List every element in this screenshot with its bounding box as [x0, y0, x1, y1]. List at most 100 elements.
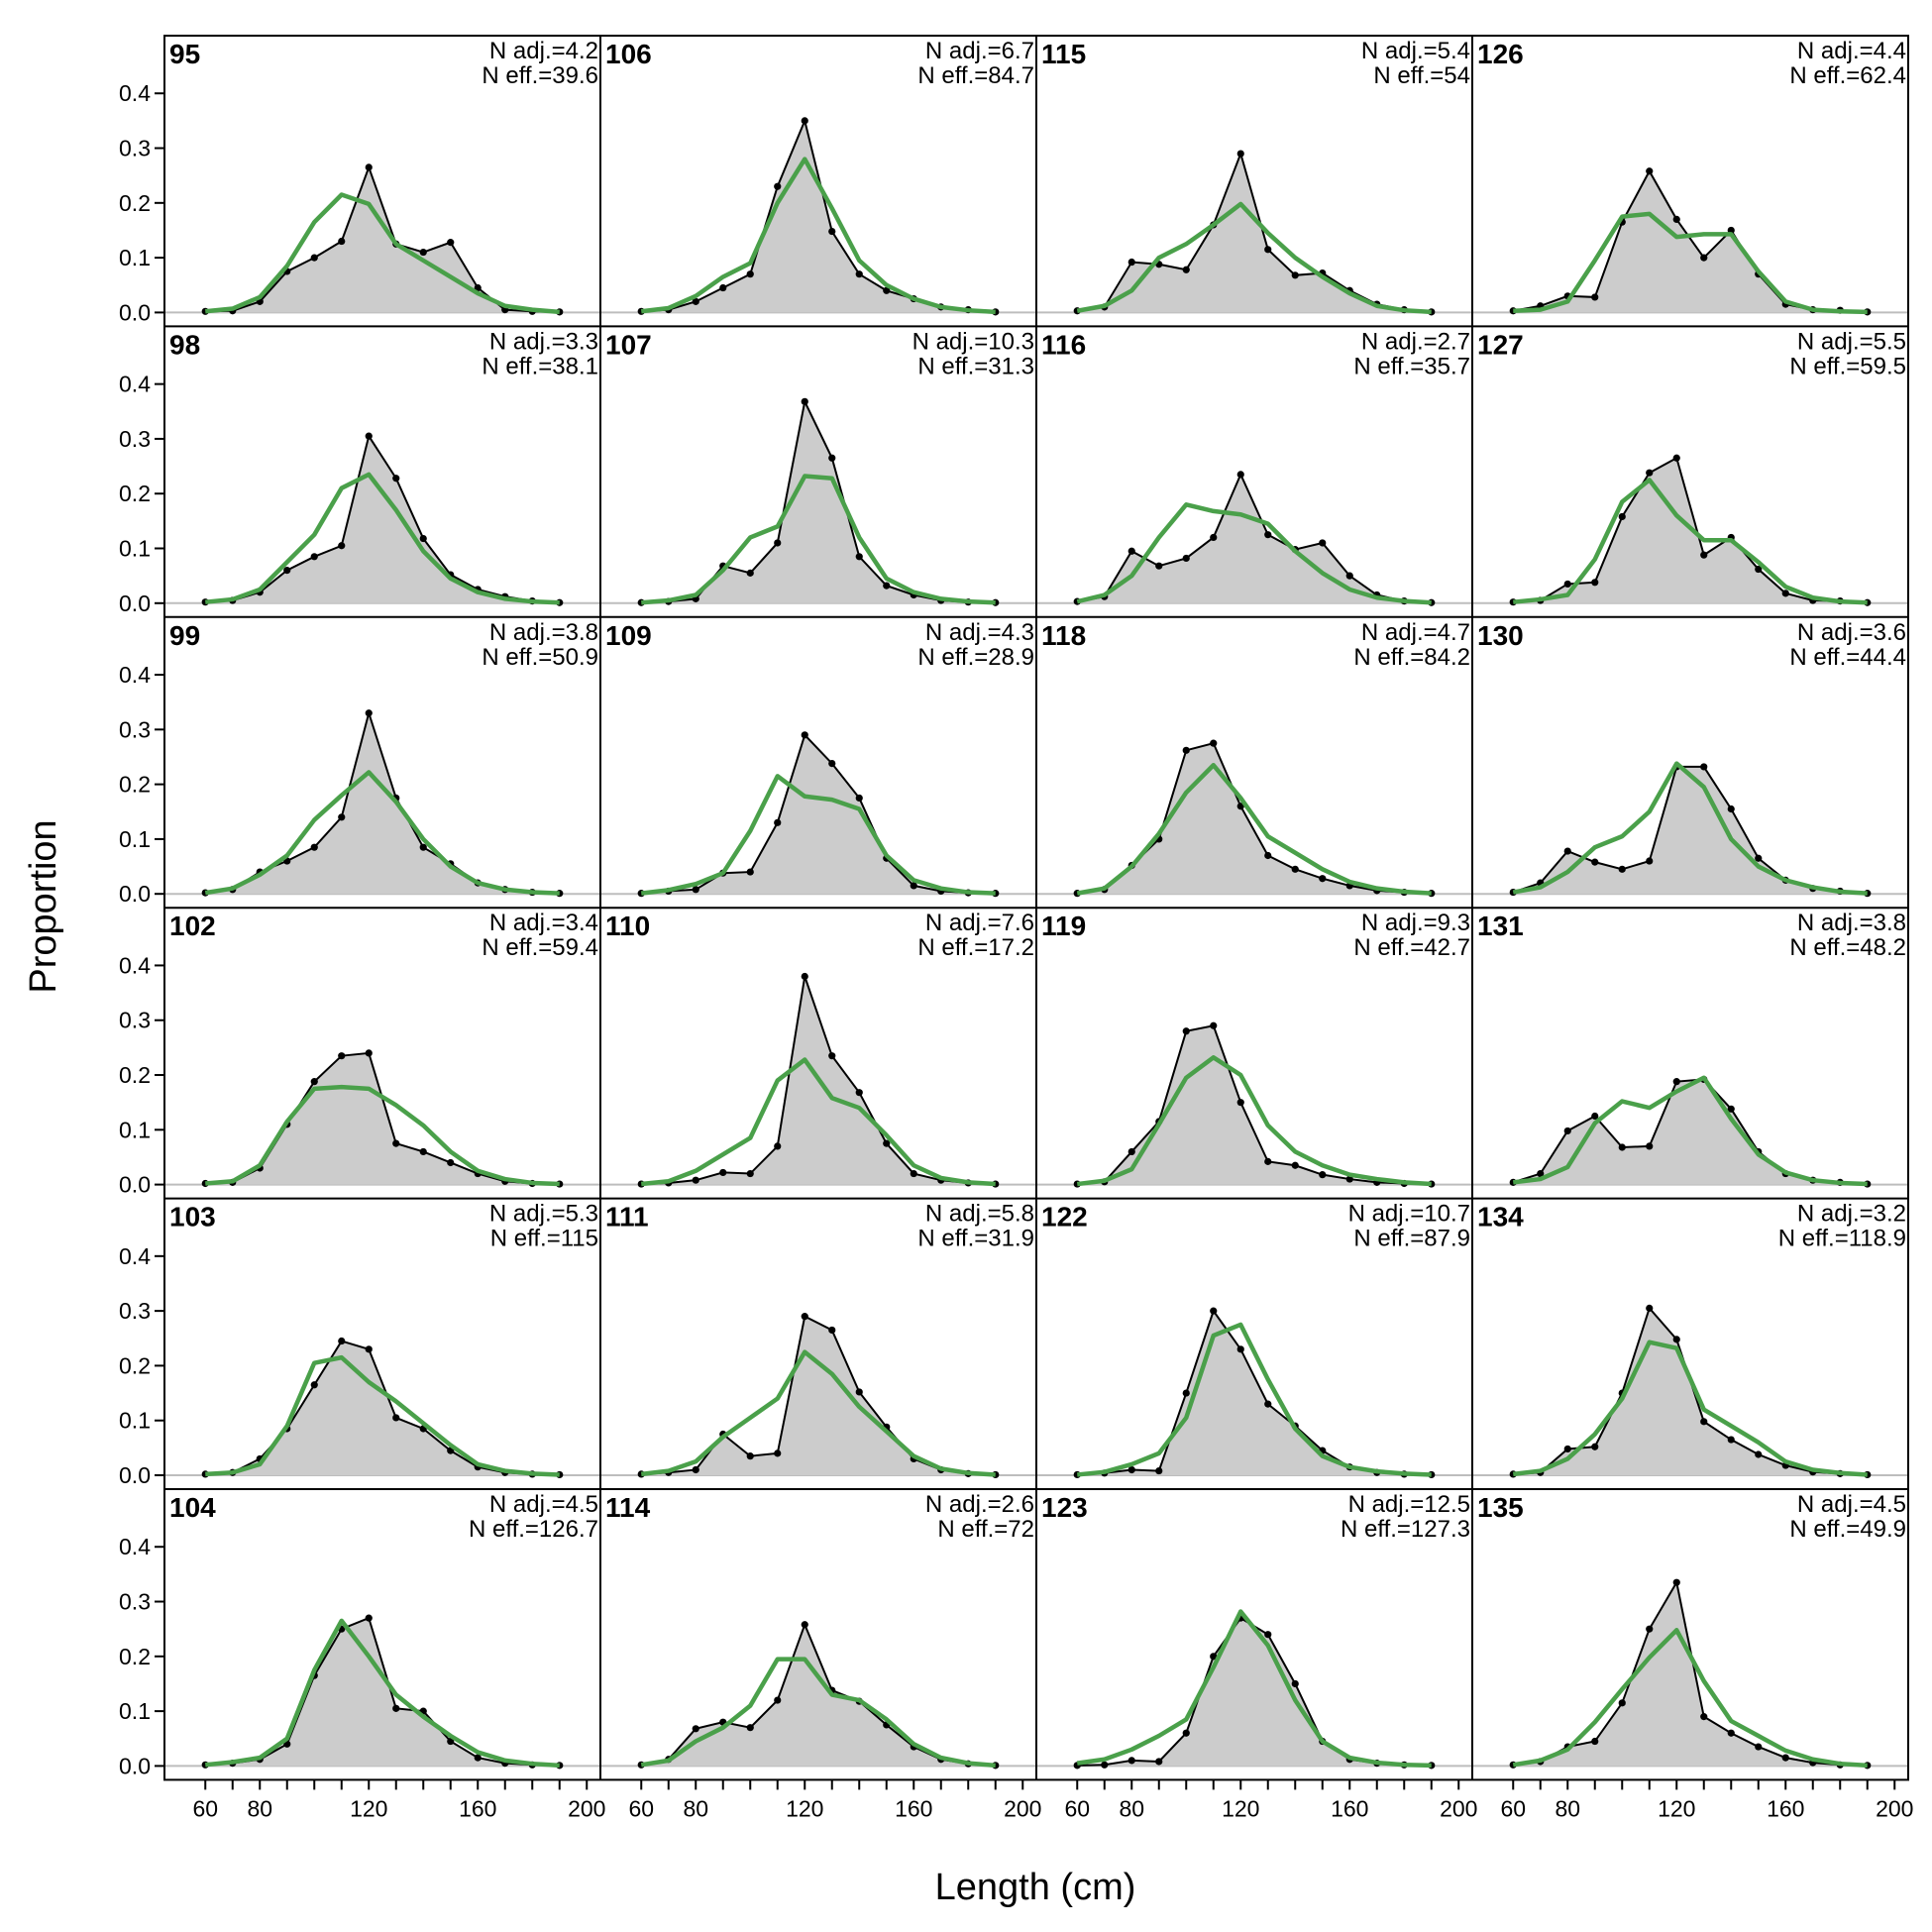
y-tick-label: 0.0 — [119, 1753, 151, 1778]
observed-point — [365, 163, 373, 171]
observed-point — [774, 539, 782, 547]
panel-127: 127 N adj.=5.5N eff.=59.5 — [1472, 328, 1908, 606]
observed-point — [1727, 1105, 1735, 1113]
observed-point — [801, 1621, 808, 1629]
n-adj-label: N adj.=7.6 — [925, 910, 1034, 936]
x-tick-label: 120 — [350, 1795, 387, 1821]
panel-label: 99 — [169, 620, 200, 651]
y-tick-label: 0.3 — [119, 1589, 151, 1615]
panel-label: 102 — [169, 911, 216, 941]
n-adj-label: N adj.=10.3 — [912, 328, 1034, 355]
n-adj-label: N adj.=2.7 — [1361, 328, 1470, 355]
observed-point — [1781, 1754, 1789, 1762]
n-adj-label: N adj.=5.3 — [489, 1201, 598, 1228]
panel-99: 99 N adj.=3.8N eff.=50.9 — [164, 619, 600, 898]
observed-point — [1236, 471, 1244, 479]
panel-label: 122 — [1041, 1202, 1088, 1233]
n-eff-label: N eff.=84.7 — [917, 62, 1034, 89]
expected-line — [640, 1657, 996, 1769]
observed-point — [1182, 266, 1190, 273]
observed-point — [338, 237, 346, 246]
observed-point — [1291, 865, 1299, 873]
y-tick-label: 0.4 — [119, 662, 151, 688]
panel-116: 116 N adj.=2.7N eff.=35.7 — [1036, 328, 1472, 606]
y-tick-label: 0.2 — [119, 772, 151, 798]
observed-point — [692, 886, 699, 894]
observed-point — [392, 1414, 400, 1422]
expected-line — [1076, 1609, 1432, 1769]
observed-point — [1700, 1418, 1708, 1426]
panel-label: 109 — [605, 620, 652, 651]
observed-point — [1727, 1436, 1735, 1444]
x-tick-label: 60 — [1064, 1795, 1090, 1821]
observed-point — [1182, 1729, 1190, 1737]
plot-frame — [163, 35, 1909, 1781]
observed-point — [365, 1049, 373, 1057]
observed-point — [828, 1326, 836, 1335]
observed-point — [338, 813, 346, 821]
x-tick-label: 80 — [1119, 1795, 1144, 1821]
observed-point — [1591, 293, 1599, 301]
expected-line — [1512, 1075, 1868, 1187]
y-tick-label: 0.3 — [119, 1298, 151, 1324]
y-tick-label: 0.1 — [119, 1117, 151, 1142]
observed-point — [1345, 1175, 1353, 1183]
y-tick-label: 0.3 — [119, 1008, 151, 1033]
observed-point — [801, 972, 808, 981]
observed-point — [910, 882, 917, 890]
observed-point — [828, 227, 836, 236]
observed-point — [1210, 1653, 1218, 1661]
observed-point — [338, 542, 346, 550]
observed-point — [1264, 851, 1272, 860]
x-tick-label: 80 — [683, 1795, 708, 1821]
observed-point — [692, 1465, 699, 1474]
x-tick-label: 160 — [895, 1795, 932, 1821]
n-eff-label: N eff.=17.2 — [917, 934, 1034, 961]
y-tick-label: 0.4 — [119, 372, 151, 397]
observed-point — [1618, 512, 1626, 521]
observed-point — [692, 1725, 699, 1733]
observed-area — [205, 436, 560, 603]
panel-label: 111 — [605, 1202, 649, 1233]
observed-area — [205, 166, 560, 313]
panel-95: 95 N adj.=4.2N eff.=39.6 — [164, 38, 600, 316]
panel-114: 114 N adj.=2.6N eff.=72 — [600, 1491, 1036, 1770]
observed-point — [692, 1176, 699, 1184]
observed-point — [855, 270, 863, 278]
n-eff-label: N eff.=115 — [490, 1226, 598, 1252]
n-adj-label: N adj.=6.7 — [925, 38, 1034, 64]
y-tick-label: 0.2 — [119, 1352, 151, 1378]
n-adj-label: N adj.=5.4 — [1361, 38, 1470, 64]
observed-area — [1077, 1618, 1432, 1767]
observed-point — [1127, 1465, 1135, 1474]
y-tick-label: 0.4 — [119, 952, 151, 978]
observed-point — [801, 731, 808, 739]
observed-point — [1672, 454, 1680, 462]
observed-point — [1672, 1336, 1680, 1343]
observed-point — [310, 843, 318, 851]
panel-label: 116 — [1041, 329, 1086, 360]
y-tick-label: 0.1 — [119, 536, 151, 562]
n-adj-label: N adj.=3.3 — [489, 328, 598, 355]
observed-point — [1563, 847, 1571, 855]
y-tick-label: 0.4 — [119, 1243, 151, 1269]
n-adj-label: N adj.=2.6 — [925, 1491, 1034, 1518]
observed-point — [1700, 1713, 1708, 1721]
expected-line — [1512, 1340, 1868, 1477]
x-tick-label: 60 — [628, 1795, 654, 1821]
x-tick-label: 120 — [1222, 1795, 1259, 1821]
n-adj-label: N adj.=5.8 — [925, 1201, 1034, 1228]
observed-point — [419, 1147, 427, 1156]
expected-line — [1512, 761, 1868, 896]
observed-point — [828, 760, 836, 768]
y-tick-label: 0.0 — [119, 299, 151, 325]
observed-point — [1646, 1304, 1654, 1312]
y-tick-label: 0.0 — [119, 590, 151, 616]
observed-point — [1264, 1157, 1272, 1165]
y-tick-label: 0.4 — [119, 80, 151, 106]
panel-130: 130 N adj.=3.6N eff.=44.4 — [1472, 619, 1908, 898]
observed-point — [883, 582, 891, 590]
x-tick-label: 200 — [1876, 1795, 1913, 1821]
n-eff-label: N eff.=48.2 — [1789, 934, 1906, 961]
